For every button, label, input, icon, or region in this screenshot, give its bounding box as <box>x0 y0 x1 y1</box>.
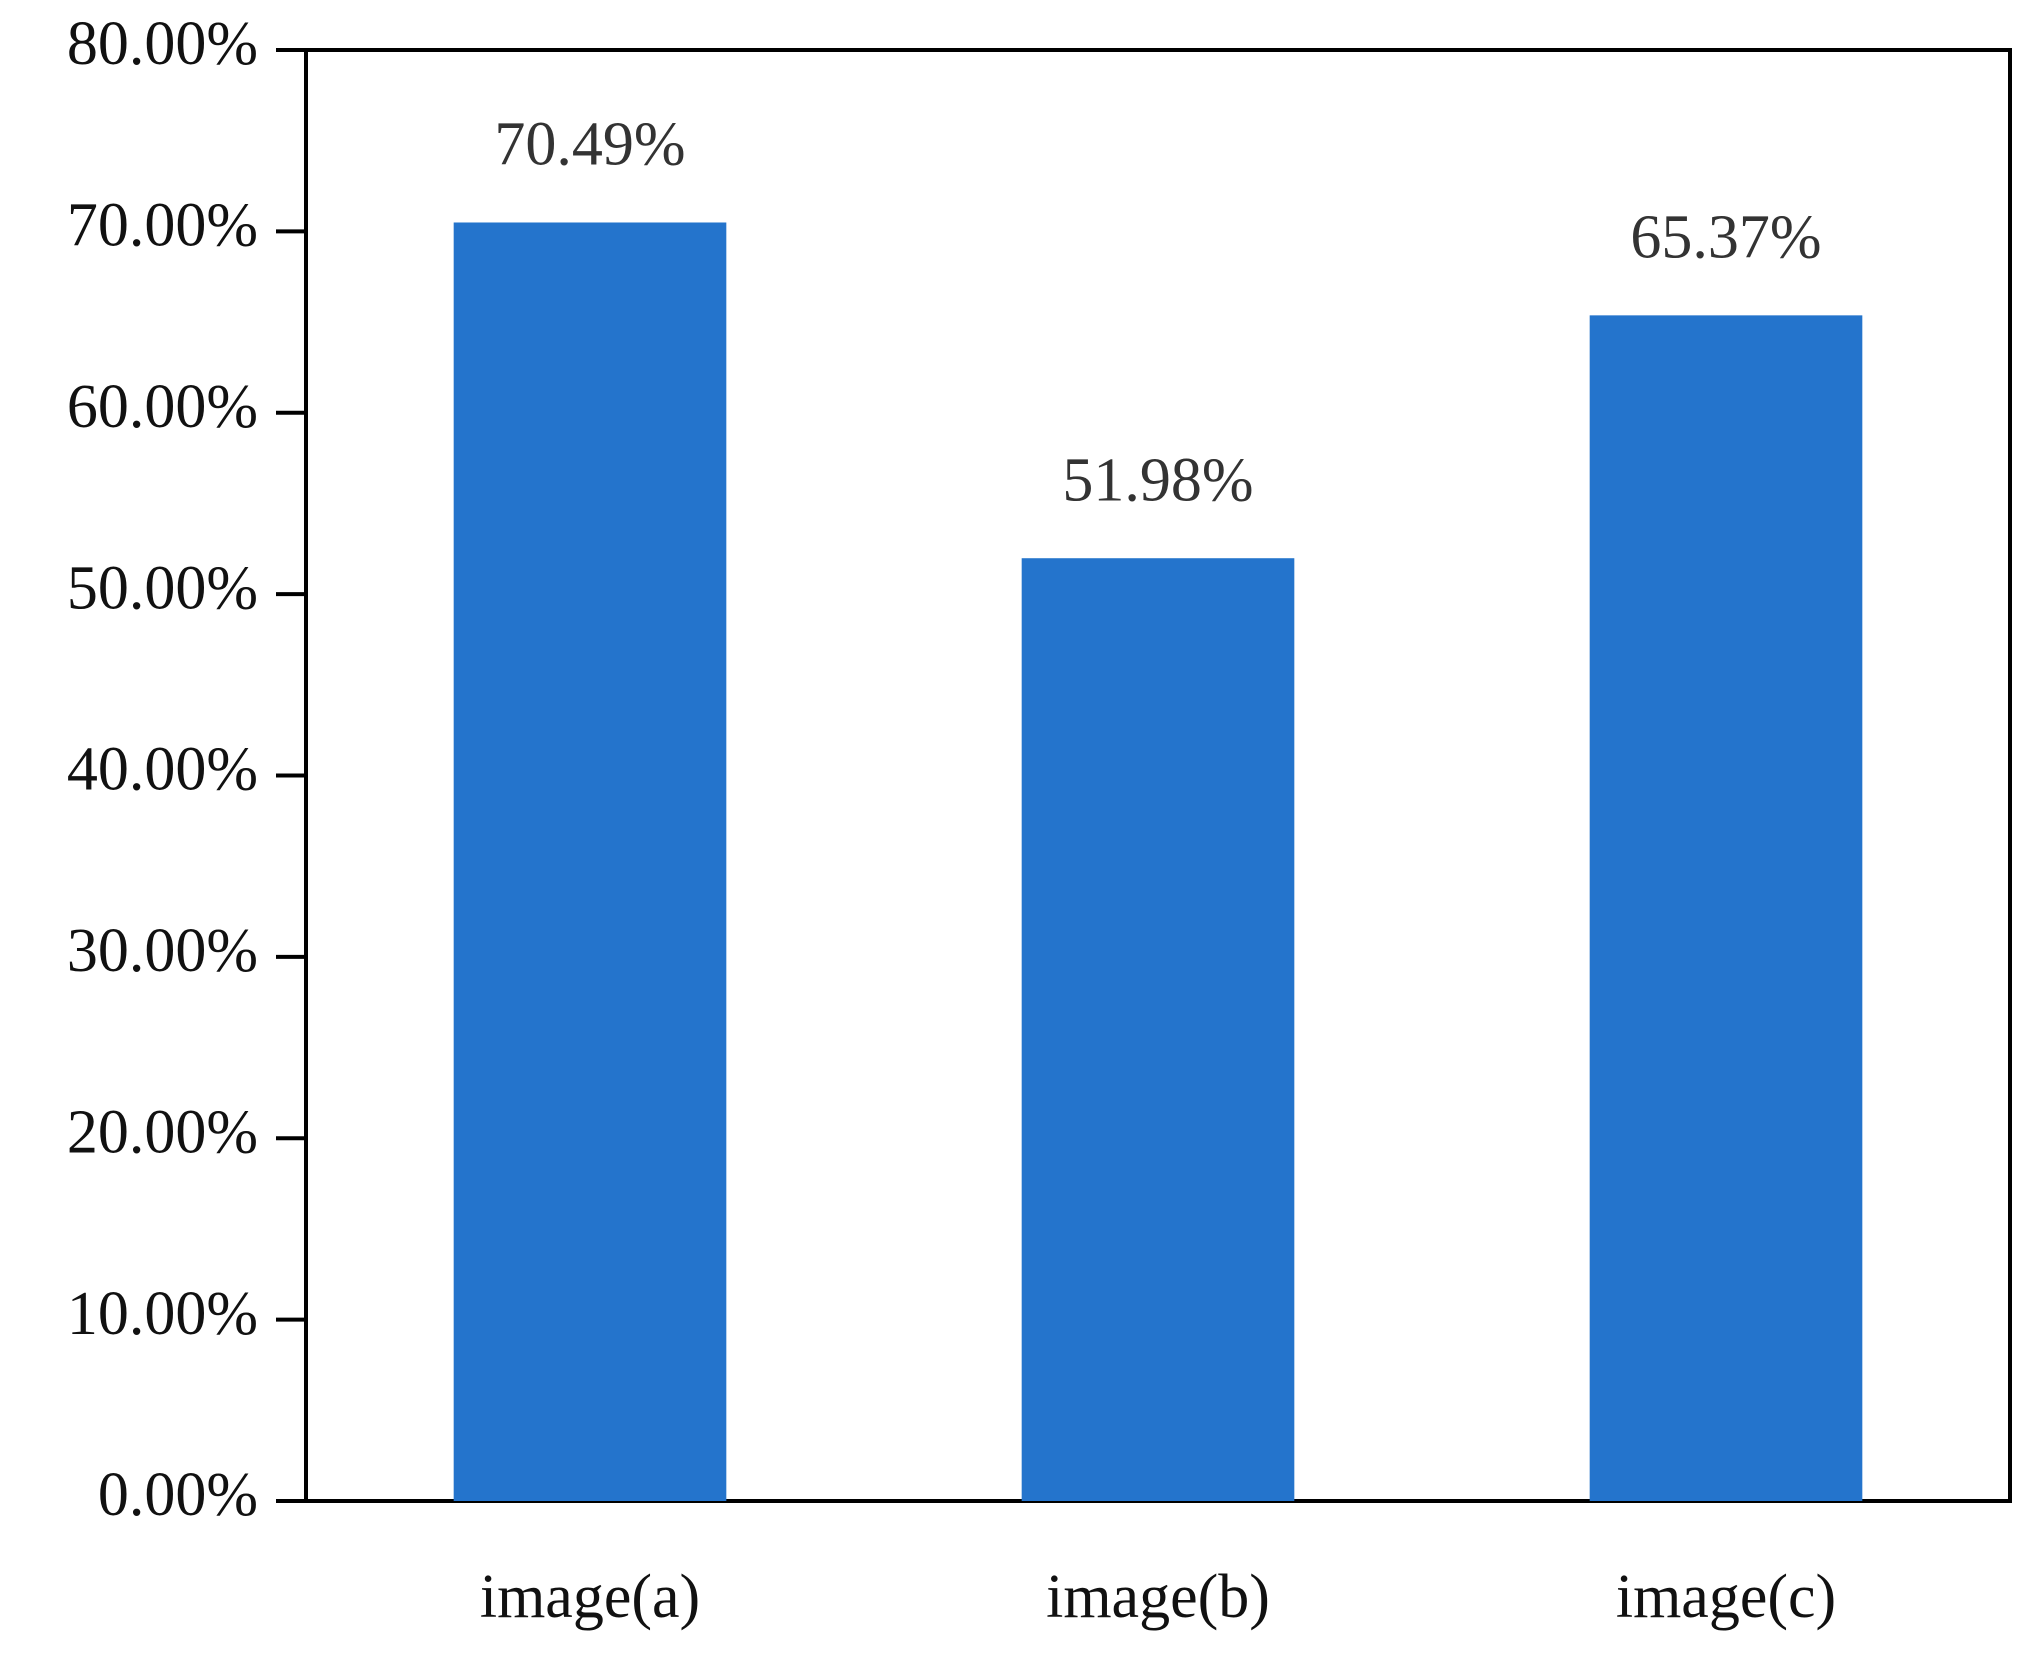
y-tick-label: 50.00% <box>67 554 258 622</box>
value-label: 65.37% <box>1630 204 1821 272</box>
y-tick-label: 0.00% <box>98 1461 258 1529</box>
y-tick-label: 30.00% <box>67 917 258 985</box>
value-label: 70.49% <box>494 111 685 179</box>
y-tick-label: 20.00% <box>67 1098 258 1166</box>
x-tick-label: image(b) <box>1046 1563 1270 1631</box>
bar <box>1589 315 1863 1502</box>
y-tick-label: 10.00% <box>67 1280 258 1348</box>
x-tick-label: image(a) <box>480 1563 700 1631</box>
bar <box>453 222 727 1501</box>
y-tick-label: 70.00% <box>67 192 258 260</box>
y-tick-label: 40.00% <box>67 736 258 804</box>
value-label: 51.98% <box>1062 446 1253 514</box>
bar <box>1021 558 1295 1501</box>
y-tick-label: 60.00% <box>67 373 258 441</box>
y-tick-label: 80.00% <box>67 10 258 78</box>
x-tick-label: image(c) <box>1616 1563 1836 1631</box>
